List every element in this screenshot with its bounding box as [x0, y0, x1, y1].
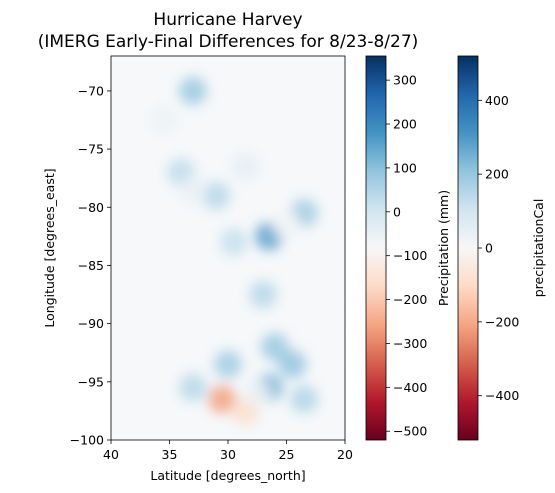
precip-difference-cell — [202, 181, 231, 210]
y-tick-label: −95 — [78, 374, 104, 389]
precip-difference-cell — [219, 228, 248, 257]
x-tick-label: 25 — [279, 447, 295, 462]
heatmap-layer — [149, 76, 319, 425]
colorbar-tick-label: 0 — [485, 241, 493, 256]
colorbar-tick-label: 0 — [393, 204, 401, 219]
x-axis-ticks: 40 35 30 25 20 — [103, 440, 353, 462]
colorbar-tick-label: −400 — [485, 388, 519, 403]
colorbar-tick-label: 300 — [393, 73, 417, 88]
y-axis-ticks: −100 −95 −90 −85 −80 −75 −70 — [70, 83, 111, 448]
colorbar-tick-label: 100 — [393, 160, 417, 175]
precip-difference-cell — [178, 373, 207, 402]
y-tick-label: −80 — [78, 200, 104, 215]
colorbar-tick-label: −200 — [485, 314, 519, 329]
precip-difference-cell — [278, 350, 307, 379]
x-axis-label: Latitude [degrees_north] — [150, 468, 305, 483]
colorbar-tick-label: −100 — [393, 248, 427, 263]
precip-difference-cell — [149, 106, 178, 134]
colorbar-1-ticks: 300 200 100 0 −100 −200 −300 −400 −500 — [386, 73, 427, 439]
colorbar-tick-label: −300 — [393, 336, 427, 351]
colorbar-tick-label: −200 — [393, 292, 427, 307]
colorbar-tick-label: 400 — [485, 93, 509, 108]
y-tick-label: −75 — [78, 142, 104, 157]
colorbar-2-ticks: 400 200 0 −200 −400 — [478, 93, 519, 403]
precip-difference-cell — [249, 280, 278, 309]
colorbar-2 — [457, 55, 479, 441]
chart-title-line-1: Hurricane Harvey — [153, 10, 302, 30]
x-tick-label: 30 — [220, 447, 236, 462]
colorbar-1 — [365, 55, 387, 441]
precip-difference-cell — [272, 210, 301, 239]
colorbar-tick-label: 200 — [485, 167, 509, 182]
precip-difference-cell — [178, 76, 207, 105]
y-tick-label: −85 — [78, 258, 104, 273]
colorbar-1-label: Precipitation (mm) — [436, 190, 451, 306]
precip-difference-cell — [290, 385, 319, 414]
colorbar-tick-label: −400 — [393, 380, 427, 395]
x-tick-label: 20 — [337, 447, 353, 462]
precip-difference-cell — [178, 175, 207, 204]
y-tick-label: −70 — [78, 83, 104, 98]
precip-difference-cell — [243, 379, 272, 408]
precip-difference-cell — [214, 350, 242, 379]
colorbar-2-label: precipitationCal — [531, 199, 546, 298]
x-tick-label: 35 — [162, 447, 178, 462]
y-axis-label: Longitude [degrees_east] — [42, 168, 57, 327]
y-tick-label: −100 — [70, 433, 104, 448]
colorbar-tick-label: 200 — [393, 117, 417, 132]
precip-difference-cell — [260, 332, 289, 361]
precip-difference-cell — [208, 385, 237, 414]
precip-difference-cell — [231, 152, 260, 181]
chart-title-line-2: (IMERG Early-Final Differences for 8/23-… — [38, 32, 419, 52]
y-tick-label: −90 — [78, 316, 104, 331]
x-tick-label: 40 — [103, 447, 119, 462]
colorbar-tick-label: −500 — [393, 424, 427, 439]
